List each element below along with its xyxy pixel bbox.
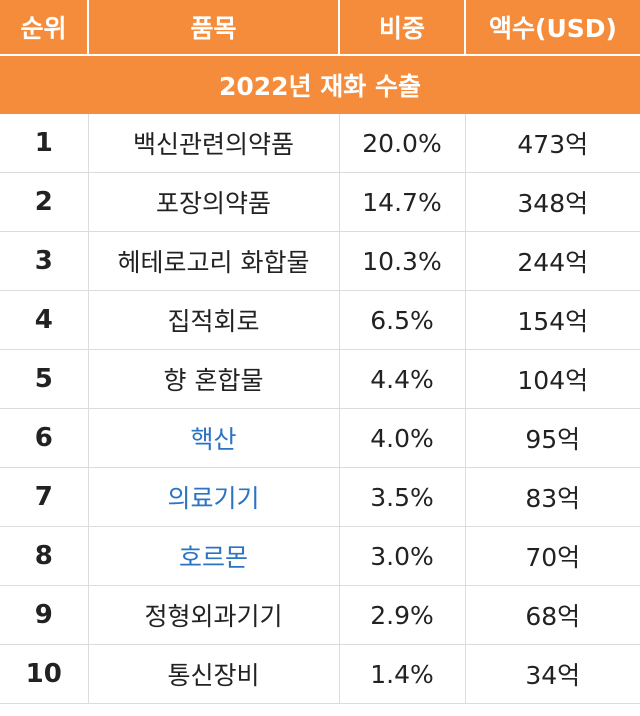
item-cell: 포장의약품: [88, 172, 340, 232]
share-cell: 4.0%: [339, 408, 466, 468]
rank-cell: 8: [0, 526, 89, 586]
header-amount: 액수(USD): [465, 0, 640, 56]
rank-cell: 2: [0, 172, 89, 232]
item-link[interactable]: 핵산: [190, 425, 237, 454]
table-row: 9 정형외과기기 2.9% 68억: [0, 585, 640, 645]
amount-cell: 473억: [465, 114, 640, 173]
header-rank: 순위: [0, 0, 89, 56]
rank-cell: 1: [0, 114, 89, 173]
amount-cell: 154억: [465, 290, 640, 350]
amount-cell: 68억: [465, 585, 640, 645]
table-row: 1 백신관련의약품 20.0% 473억: [0, 114, 640, 173]
table-row: 2 포장의약품 14.7% 348억: [0, 172, 640, 232]
share-cell: 1.4%: [339, 644, 466, 704]
share-cell: 3.5%: [339, 467, 466, 527]
share-cell: 10.3%: [339, 231, 466, 291]
amount-cell: 70억: [465, 526, 640, 586]
rank-cell: 5: [0, 349, 89, 409]
amount-cell: 348억: [465, 172, 640, 232]
rank-cell: 4: [0, 290, 89, 350]
amount-cell: 83억: [465, 467, 640, 527]
item-cell: 정형외과기기: [88, 585, 340, 645]
item-cell: 헤테로고리 화합물: [88, 231, 340, 291]
section-row: 2022년 재화 수출: [0, 55, 640, 114]
table-row: 8 호르몬 3.0% 70억: [0, 526, 640, 586]
item-cell: 핵산: [88, 408, 340, 468]
amount-cell: 244억: [465, 231, 640, 291]
item-link[interactable]: 의료기기: [167, 484, 260, 513]
rank-cell: 6: [0, 408, 89, 468]
header-item: 품목: [88, 0, 340, 56]
table-row: 3 헤테로고리 화합물 10.3% 244억: [0, 231, 640, 291]
item-cell: 향 혼합물: [88, 349, 340, 409]
rank-cell: 10: [0, 644, 89, 704]
share-cell: 20.0%: [339, 114, 466, 173]
table-row: 4 집적회로 6.5% 154억: [0, 290, 640, 350]
share-cell: 2.9%: [339, 585, 466, 645]
share-cell: 4.4%: [339, 349, 466, 409]
table-row: 6 핵산 4.0% 95억: [0, 408, 640, 468]
item-cell: 백신관련의약품: [88, 114, 340, 173]
share-cell: 6.5%: [339, 290, 466, 350]
share-cell: 14.7%: [339, 172, 466, 232]
section-title: 2022년 재화 수출: [0, 55, 640, 114]
amount-cell: 95억: [465, 408, 640, 468]
share-cell: 3.0%: [339, 526, 466, 586]
amount-cell: 34억: [465, 644, 640, 704]
header-share: 비중: [339, 0, 466, 56]
table-row: 10 통신장비 1.4% 34억: [0, 644, 640, 704]
rank-cell: 7: [0, 467, 89, 527]
table-row: 7 의료기기 3.5% 83억: [0, 467, 640, 527]
header-row: 순위 품목 비중 액수(USD): [0, 0, 640, 56]
item-cell: 의료기기: [88, 467, 340, 527]
item-cell: 통신장비: [88, 644, 340, 704]
rank-cell: 9: [0, 585, 89, 645]
item-cell: 집적회로: [88, 290, 340, 350]
item-link[interactable]: 호르몬: [178, 543, 248, 572]
amount-cell: 104억: [465, 349, 640, 409]
item-cell: 호르몬: [88, 526, 340, 586]
rank-cell: 3: [0, 231, 89, 291]
